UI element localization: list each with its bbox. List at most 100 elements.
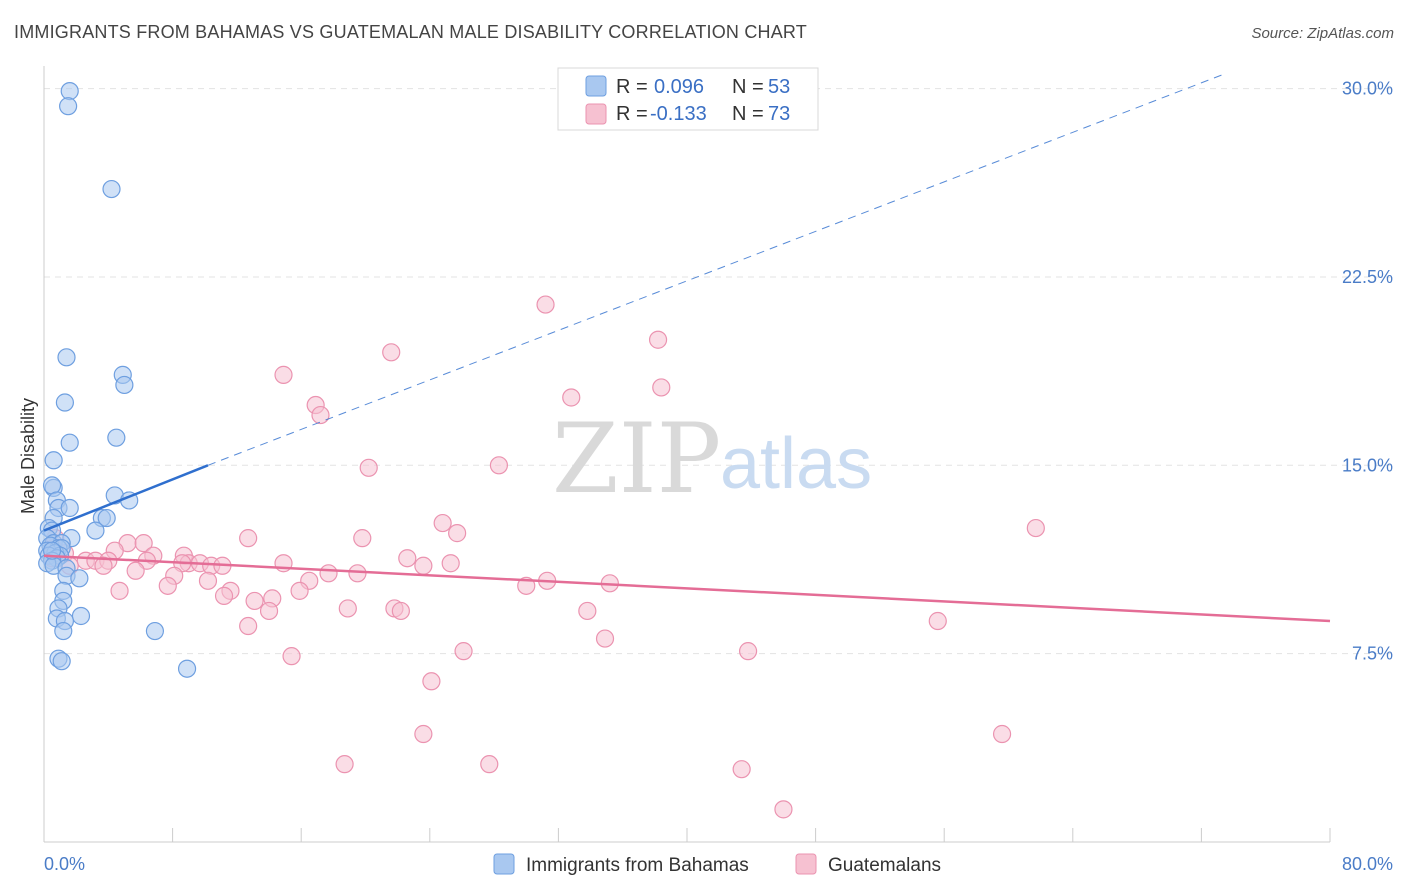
guatemalans-point-39 — [126, 561, 145, 580]
guatemalans-point-14 — [353, 529, 372, 548]
bahamas-point-2 — [102, 179, 121, 199]
legend-r-value-1: 0.096 — [654, 76, 704, 98]
guatemalans-point-35 — [414, 556, 433, 575]
guatemalans-point-64 — [454, 642, 473, 661]
guatemalans-point-44 — [198, 571, 218, 590]
trend-lines — [43, 73, 1331, 623]
series-guatemalans — [42, 295, 1045, 819]
x-tick-label-0: 0.0% — [44, 854, 85, 874]
legend-r-label-1: R = — [616, 76, 648, 98]
legend-n-label-2: N = — [732, 103, 764, 125]
guatemalans-point-63 — [738, 642, 758, 661]
bahamas-point-40 — [70, 569, 89, 588]
guatemalans-point-34 — [398, 549, 417, 568]
stats-legend: R = 0.096 N = 53 R = -0.133 N = 73 — [557, 67, 819, 131]
bahamas-point-16 — [60, 498, 79, 518]
watermark-atlas: atlas — [720, 424, 872, 504]
guatemalans-point-8 — [489, 456, 509, 475]
source-label: Source: ZipAtlas.com — [1251, 25, 1394, 42]
guatemalans-point-69 — [335, 755, 354, 774]
y-tick-label-0: 7.5% — [1352, 644, 1393, 664]
guatemalans-point-70 — [480, 755, 499, 774]
bahamas-point-51 — [177, 659, 197, 678]
bahamas-point-18 — [97, 508, 116, 528]
bahamas-point-6 — [55, 393, 74, 412]
guatemalans-trend-line — [43, 554, 1331, 623]
guatemalans-point-13 — [239, 529, 258, 548]
y-axis-label: Male Disability — [18, 398, 38, 514]
legend-swatch-bahamas — [585, 75, 607, 97]
guatemalans-point-56 — [338, 599, 357, 618]
guatemalans-point-49 — [110, 581, 129, 600]
guatemalans-point-68 — [992, 724, 1012, 744]
guatemalans-point-36 — [441, 554, 460, 573]
bahamas-point-22 — [86, 521, 105, 540]
guatemalans-point-60 — [928, 611, 947, 631]
guatemalans-point-45 — [158, 576, 177, 595]
x-tick-labels: 0.0% 80.0% — [44, 854, 1393, 874]
legend-n-value-1: 53 — [768, 76, 790, 98]
y-tick-label-3: 30.0% — [1342, 79, 1393, 99]
guatemalans-point-0 — [536, 295, 555, 314]
bahamas-point-47 — [54, 621, 73, 641]
guatemalans-point-12 — [448, 524, 467, 543]
guatemalans-point-3 — [652, 378, 671, 397]
bahamas-point-1 — [59, 97, 78, 116]
y-tick-labels: 7.5% 15.0% 22.5% 30.0% — [1342, 79, 1393, 664]
guatemalans-point-65 — [282, 647, 301, 666]
legend-r-value-2: -0.133 — [650, 103, 707, 125]
bahamas-point-7 — [107, 428, 126, 447]
guatemalans-point-61 — [239, 616, 258, 636]
guatemalans-point-51 — [290, 581, 309, 600]
guatemalans-point-54 — [245, 591, 264, 611]
guatemalans-point-59 — [578, 601, 597, 621]
chart-title: IMMIGRANTS FROM BAHAMAS VS GUATEMALAN MA… — [14, 22, 807, 42]
bahamas-point-0 — [60, 82, 79, 101]
guatemalans-point-11 — [433, 513, 452, 533]
legend-n-value-2: 73 — [768, 103, 790, 125]
guatemalans-point-55 — [259, 601, 279, 621]
guatemalans-point-5 — [562, 388, 581, 407]
guatemalans-point-62 — [595, 629, 615, 648]
guatemalans-point-58 — [391, 601, 410, 621]
guatemalans-point-1 — [648, 330, 668, 349]
bahamas-point-5 — [115, 375, 134, 395]
y-tick-label-2: 22.5% — [1342, 267, 1393, 287]
legend-swatch-guatemalans — [585, 103, 607, 125]
bahamas-point-8 — [60, 433, 79, 452]
bottom-legend-bahamas: Immigrants from Bahamas — [526, 855, 749, 876]
watermark-zip: ZIP — [552, 403, 721, 515]
guatemalans-point-42 — [348, 564, 367, 583]
guatemalans-point-71 — [732, 760, 751, 779]
guatemalans-point-2 — [382, 343, 401, 362]
guatemalans-point-9 — [359, 458, 378, 477]
bahamas-trend-line — [43, 464, 209, 532]
legend-n-label-1: N = — [732, 76, 764, 98]
guatemalans-point-10 — [1026, 518, 1045, 538]
guatemalans-point-7 — [311, 405, 330, 425]
x-tick-label-1: 80.0% — [1342, 854, 1393, 874]
guatemalans-point-66 — [422, 672, 441, 691]
guatemalans-point-41 — [319, 564, 338, 583]
bottom-legend-swatch-guatemalans — [795, 853, 817, 875]
y-tick-label-1: 15.0% — [1342, 455, 1393, 475]
guatemalans-point-17 — [134, 534, 153, 553]
bahamas-point-50 — [52, 652, 71, 671]
bahamas-point-9 — [44, 451, 63, 470]
legend-r-label-2: R = — [616, 103, 648, 125]
bahamas-point-44 — [71, 606, 91, 626]
watermark: ZIP atlas — [552, 403, 872, 515]
bahamas-point-3 — [57, 348, 76, 367]
guatemalans-point-52 — [214, 586, 234, 605]
guatemalans-point-67 — [414, 724, 433, 744]
guatemalans-point-72 — [774, 800, 793, 819]
series-bahamas — [38, 82, 197, 678]
guatemalans-point-4 — [274, 365, 293, 384]
guatemalans-point-37 — [94, 556, 113, 575]
grid-lines — [44, 88, 1392, 655]
bottom-legend-guatemalans: Guatemalans — [828, 855, 941, 876]
axes — [43, 66, 1331, 843]
bahamas-point-11 — [42, 476, 62, 495]
bahamas-point-48 — [145, 621, 165, 641]
